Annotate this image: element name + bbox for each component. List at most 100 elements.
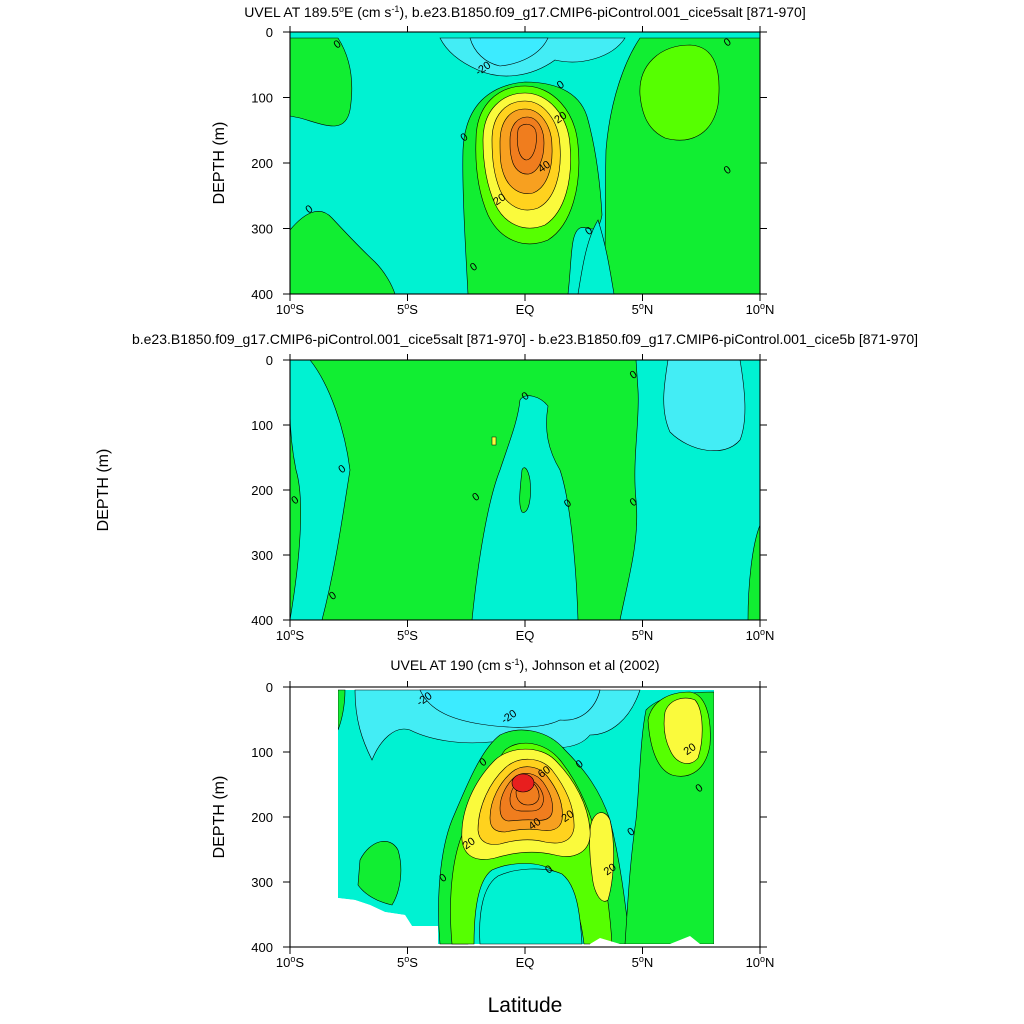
- y-tick-label: 400: [251, 613, 273, 628]
- contour-label: 20: [682, 741, 699, 758]
- contour-fill: [479, 868, 583, 945]
- y-tick-label: 300: [251, 875, 273, 890]
- panel-bottom-title: UVEL AT 190 (cm s-1), Johnson et al (200…: [390, 657, 659, 673]
- x-tick-label: 5oS: [397, 954, 418, 970]
- panel-middle-axes: 10oS 5oS EQ 5oN 10oN 0 100 200 300 400: [251, 353, 774, 643]
- x-tick-label: 10oS: [276, 954, 304, 970]
- contour-fill: [511, 773, 535, 793]
- y-tick-label: 0: [266, 353, 273, 368]
- contour-label: 0: [562, 497, 574, 510]
- contour-fill: [419, 689, 601, 728]
- masked-region: [290, 687, 338, 947]
- y-tick-label: 200: [251, 810, 273, 825]
- contour-label: 0: [477, 756, 489, 769]
- panel-middle-contour-labels: 0 0 0 0 0 0 0 0: [289, 368, 639, 602]
- contour-label: 20: [552, 110, 569, 127]
- panel-middle: b.e23.B1850.f09_g17.CMIP6-piControl.001_…: [132, 331, 918, 643]
- contour-fill: [577, 219, 615, 294]
- contour-label: 0: [336, 463, 348, 476]
- panel-bottom-ylabel: DEPTH (m): [211, 776, 228, 859]
- y-tick-label: 300: [251, 222, 273, 237]
- contour-fill: [290, 37, 353, 127]
- contour-fill: [491, 436, 497, 446]
- contour-label: 0: [722, 36, 734, 49]
- contour-label: 0: [468, 261, 480, 274]
- contour-fill: [357, 841, 402, 906]
- x-tick-label: 5oN: [632, 301, 654, 317]
- figure-ylabel: DEPTH (m): [95, 449, 112, 532]
- x-tick-label: 10oS: [276, 627, 304, 643]
- contour-fill: [519, 467, 531, 513]
- masked-region: [590, 936, 714, 947]
- contour-label: 0: [574, 758, 586, 771]
- contour-label: 0: [327, 589, 339, 602]
- y-tick-label: 0: [266, 680, 273, 695]
- contour-line: [516, 123, 537, 161]
- y-tick-label: 200: [251, 156, 273, 171]
- contour-fill: [639, 44, 720, 141]
- contour-fill: [589, 812, 614, 902]
- contour-fill: [663, 360, 746, 452]
- contour-label: 0: [583, 225, 595, 238]
- x-tick-label: 10oS: [276, 301, 304, 317]
- figure-xlabel: Latitude: [488, 994, 563, 1017]
- x-tick-label: 10oN: [746, 301, 775, 317]
- y-tick-label: 100: [251, 91, 273, 106]
- contour-label: 0: [543, 863, 555, 876]
- contour-label: 0: [628, 496, 640, 509]
- contour-label: 40: [536, 159, 553, 176]
- y-tick-label: 200: [251, 483, 273, 498]
- contour-fill: [337, 689, 346, 731]
- contour-fill: [509, 116, 545, 175]
- panel-middle-title: b.e23.B1850.f09_g17.CMIP6-piControl.001_…: [132, 331, 918, 347]
- contour-label: 20: [461, 835, 478, 852]
- panel-bottom-field: [290, 687, 760, 947]
- y-tick-label: 400: [251, 287, 273, 302]
- y-tick-label: 100: [251, 745, 273, 760]
- x-tick-label: 5oS: [397, 301, 418, 317]
- contour-label: 0: [694, 782, 706, 795]
- contour-label: 0: [470, 491, 482, 504]
- contour-label: 0: [555, 79, 567, 92]
- contour-label: 0: [303, 203, 315, 216]
- contour-label: 0: [332, 38, 344, 51]
- y-tick-label: 100: [251, 418, 273, 433]
- x-tick-label: EQ: [516, 955, 535, 970]
- panel-top: UVEL AT 189.5oE (cm s-1), b.e23.B1850.f0…: [211, 4, 806, 317]
- x-tick-label: EQ: [516, 302, 535, 317]
- x-tick-label: 5oS: [397, 627, 418, 643]
- contour-label: 60: [536, 764, 553, 781]
- y-tick-label: 0: [266, 25, 273, 40]
- panel-top-field: [290, 32, 760, 294]
- contour-label: 40: [527, 816, 544, 833]
- contour-label: 0: [722, 164, 734, 177]
- y-tick-label: 400: [251, 940, 273, 955]
- masked-region: [714, 687, 760, 947]
- panel-top-title: UVEL AT 189.5oE (cm s-1), b.e23.B1850.f0…: [244, 4, 805, 20]
- contour-label: 20: [559, 808, 576, 825]
- panel-middle-field: [290, 360, 760, 620]
- contour-label: 0: [628, 368, 640, 381]
- x-tick-label: 5oN: [632, 627, 654, 643]
- contour-label: 0: [459, 131, 471, 144]
- y-tick-label: 300: [251, 548, 273, 563]
- x-tick-label: 10oN: [746, 954, 775, 970]
- contour-fill: [469, 37, 549, 67]
- contour-label: 0: [520, 390, 532, 403]
- panel-top-ylabel: DEPTH (m): [211, 122, 228, 205]
- contour-label: 0: [289, 494, 301, 507]
- contour-label: 20: [602, 861, 619, 878]
- x-tick-label: 5oN: [632, 954, 654, 970]
- contour-fill: [663, 697, 703, 764]
- contour-label: 20: [491, 191, 508, 208]
- contour-label: 0: [625, 825, 637, 838]
- contour-fill: [290, 211, 396, 294]
- panel-bottom: UVEL AT 190 (cm s-1), Johnson et al (200…: [211, 657, 774, 970]
- contour-label: 0: [437, 872, 449, 885]
- x-tick-label: 10oN: [746, 627, 775, 643]
